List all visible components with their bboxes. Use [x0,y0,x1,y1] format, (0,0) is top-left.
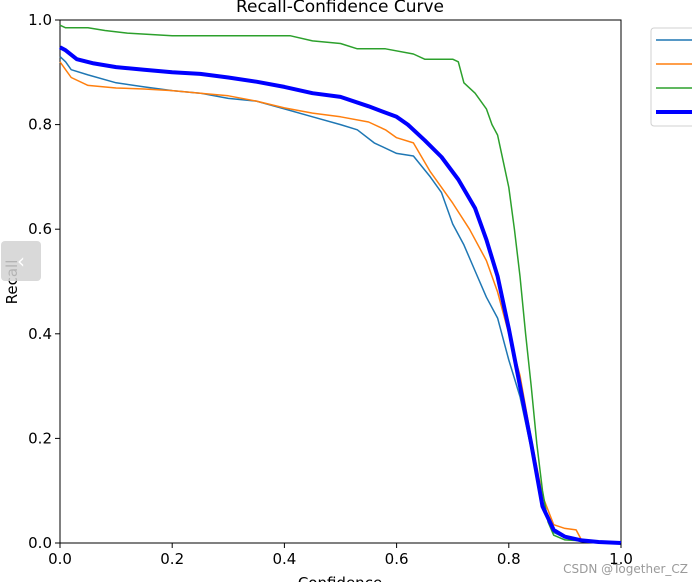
legend-box [650,27,692,127]
x-tick-label: 1.0 [609,550,633,568]
y-tick-label: 0.8 [28,116,52,134]
x-tick-label: 0.2 [160,550,184,568]
x-tick-label: 0.8 [497,550,521,568]
chart-title: Recall-Confidence Curve [236,0,444,17]
series-layer [59,24,622,545]
ticks-layer: 0.0 0.2 0.4 0.6 0.8 1.0 0.0 0.2 0.4 0.6 0.8 1.0 [28,11,633,568]
x-axis-label: Confidence [298,574,382,582]
y-tick-label: 0.4 [28,325,52,343]
chevron-left-icon: ‹ [17,249,25,273]
plot-area [59,19,622,544]
x-tick-label: 0.6 [385,550,409,568]
y-tick-label: 0.2 [28,429,52,447]
series-line-3 [59,45,622,545]
watermark: CSDN @Together_CZ [563,562,688,576]
collapse-panel-button[interactable]: ‹ [1,241,41,281]
legend [650,27,692,127]
y-tick-label: 0.6 [28,220,52,238]
series-line-2 [59,24,622,544]
y-tick-label: 1.0 [28,11,52,29]
x-tick-label: 0.0 [48,550,72,568]
x-tick-label: 0.4 [272,550,296,568]
y-tick-label: 0.0 [28,534,52,552]
